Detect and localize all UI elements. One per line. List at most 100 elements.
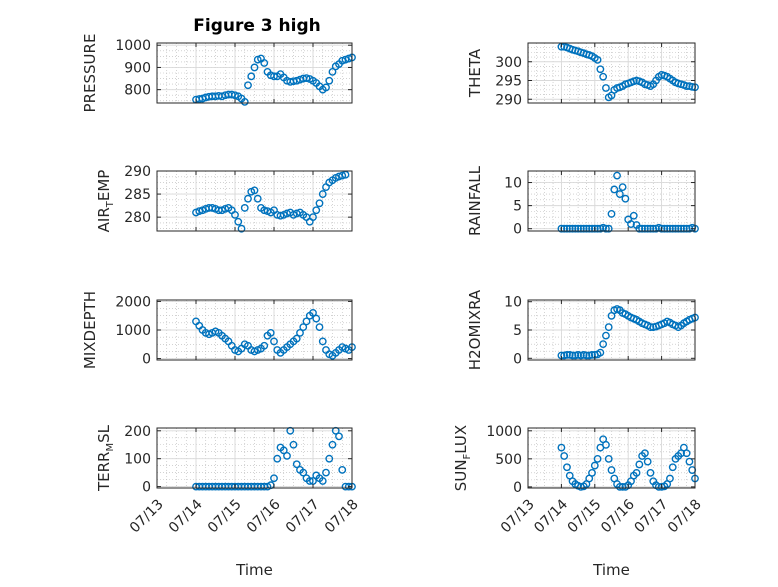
data-point <box>604 224 613 233</box>
data-point <box>599 72 608 81</box>
data-point <box>582 224 591 233</box>
x-axis-label: Time <box>235 561 273 579</box>
data-point <box>292 334 301 343</box>
y-axis-label: MIXDEPTH <box>81 291 99 369</box>
data-point <box>574 224 582 233</box>
data-point <box>604 323 613 332</box>
data-point <box>596 65 605 74</box>
y-tick-label: 10 <box>504 295 522 311</box>
data-point <box>260 341 269 350</box>
axes-box <box>156 42 353 104</box>
data-point <box>240 204 249 212</box>
y-axis-label: THETA <box>466 48 484 98</box>
data-point <box>253 194 262 203</box>
data-point <box>588 351 596 359</box>
data-point <box>677 224 685 233</box>
data-point <box>682 449 691 458</box>
y-tick-label: 295 <box>495 74 522 90</box>
y-tick-label: 1000 <box>115 38 151 54</box>
data-point <box>315 323 324 332</box>
data-point <box>283 452 291 460</box>
y-tick-label: 0 <box>513 480 522 496</box>
y-tick-label: 100 <box>124 452 151 468</box>
data-point <box>289 440 298 449</box>
data-point <box>208 204 217 212</box>
data-point <box>325 76 334 85</box>
data-point <box>646 468 655 477</box>
data-point <box>302 74 311 83</box>
data-point <box>322 468 330 477</box>
data-point <box>641 224 649 233</box>
data-point <box>635 460 644 469</box>
data-point <box>679 224 688 233</box>
data-point <box>234 217 243 226</box>
y-tick-label: 1000 <box>115 323 151 339</box>
data-point <box>668 224 677 233</box>
data-point <box>557 443 566 452</box>
y-tick-label: 900 <box>124 60 151 76</box>
data-point <box>643 224 652 233</box>
data-point <box>671 224 680 233</box>
data-point <box>247 72 256 81</box>
subplot-mixdepth: 0 1000 2000 MIXDEPTH <box>81 291 356 369</box>
data-point <box>593 454 602 463</box>
data-point <box>599 340 608 349</box>
data-point <box>604 454 613 463</box>
data-point <box>607 466 616 474</box>
data-point <box>685 457 694 466</box>
data-point <box>273 454 282 463</box>
data-point <box>674 224 683 233</box>
subplot-pressure: 800 900 1000 PRESSURE <box>81 34 356 112</box>
x-axis-label: Time <box>592 561 630 579</box>
data-point <box>593 55 602 64</box>
data-point <box>318 190 327 198</box>
data-point <box>240 97 249 106</box>
axes-box <box>527 42 696 104</box>
subplot-rainfall: 0 5 10 RAINFALL <box>466 165 699 238</box>
data-point <box>565 224 574 233</box>
y-tick-label: 0 <box>142 480 151 496</box>
data-point <box>641 449 649 458</box>
data-point <box>270 474 278 483</box>
y-tick-label: 5 <box>513 199 522 215</box>
subplot-air-temp: 280 285 290 AIRTEMP <box>95 164 353 233</box>
data-point <box>250 186 259 195</box>
y-tick-label: 800 <box>124 83 151 99</box>
data-point <box>649 224 658 233</box>
data-point <box>237 224 246 233</box>
data-point <box>250 63 259 72</box>
y-tick-label: 290 <box>495 92 522 108</box>
y-axis-label: SUNFLUX <box>452 425 473 491</box>
data-point <box>588 468 596 477</box>
data-point <box>646 323 655 332</box>
data-point <box>244 194 252 203</box>
data-point <box>607 210 616 218</box>
data-point <box>666 224 674 233</box>
y-tick-label: 290 <box>124 164 151 180</box>
y-tick-label: 280 <box>124 210 151 226</box>
y-tick-label: 200 <box>124 424 151 440</box>
data-point <box>260 206 269 215</box>
data-point <box>682 224 691 233</box>
y-axis-label: H2OMIXRA <box>466 289 484 370</box>
data-point <box>328 67 337 76</box>
data-point <box>602 224 610 233</box>
data-point <box>615 482 624 491</box>
data-point <box>602 84 610 92</box>
axes-box <box>156 427 353 489</box>
data-point <box>335 432 343 441</box>
data-point <box>579 224 588 233</box>
data-point <box>610 185 619 194</box>
data-point <box>666 474 674 483</box>
data-point <box>590 224 599 233</box>
data-point <box>309 213 317 222</box>
data-point <box>568 224 577 233</box>
data-point <box>312 206 321 215</box>
data-point <box>657 224 666 233</box>
data-point <box>318 477 327 485</box>
y-tick-label: 10 <box>504 176 522 192</box>
y-tick-label: 5 <box>513 323 522 339</box>
data-point <box>621 194 630 203</box>
